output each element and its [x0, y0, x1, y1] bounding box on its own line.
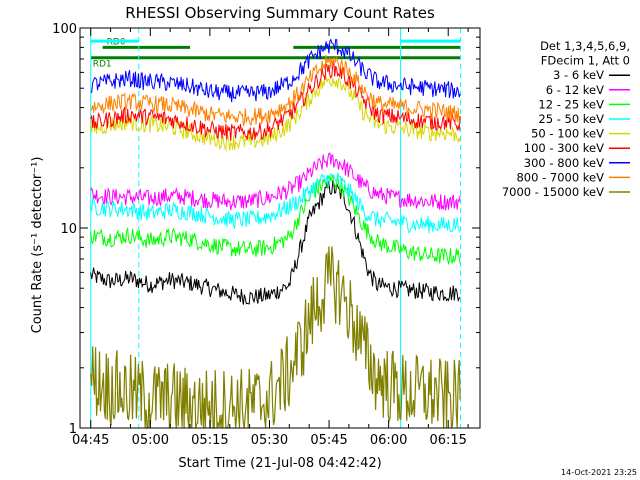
series-line-6 — [90, 38, 461, 103]
legend-entry-label: 3 - 6 keV — [553, 68, 604, 82]
footer-timestamp: 14-Oct-2021 23:25 — [561, 468, 637, 477]
legend-entry-label: 12 - 25 keV — [538, 97, 604, 111]
series-line-4 — [90, 73, 461, 152]
series-group — [90, 38, 461, 430]
y-tick-label: 10 — [60, 222, 77, 237]
legend-header-line: FDecim 1, Att 0 — [541, 54, 630, 68]
x-tick-label: 05:45 — [310, 433, 347, 448]
x-axis-label: Start Time (21-Jul-08 04:42:42) — [178, 456, 381, 471]
x-tick-label: 05:00 — [132, 433, 169, 448]
x-tick-label: 05:30 — [251, 433, 288, 448]
legend-entry-label: 25 - 50 keV — [538, 112, 604, 126]
series-line-1 — [90, 152, 461, 211]
series-line-2 — [90, 174, 461, 266]
chart-title: RHESSI Observing Summary Count Rates — [125, 4, 435, 22]
series-line-7 — [90, 55, 461, 127]
legend-entry-label: 100 - 300 keV — [524, 141, 604, 155]
legend-header-line: Det 1,3,4,5,6,9, — [540, 39, 630, 53]
legend-entry-label: 50 - 100 keV — [531, 127, 604, 141]
legend-entry-label: 800 - 7000 keV — [516, 170, 604, 184]
legend-entry-label: 300 - 800 keV — [524, 156, 604, 170]
x-tick-label: 04:45 — [72, 433, 109, 448]
y-axis-ticks: 1 10 100 — [52, 22, 480, 437]
legend-entry-label: 6 - 12 keV — [546, 83, 604, 97]
flag-label-RD1: RD1 — [93, 60, 112, 70]
y-tick-label: 100 — [52, 22, 77, 37]
legend-entry-label: 7000 - 15000 keV — [502, 185, 604, 199]
series-line-5 — [90, 59, 461, 141]
series-line-8 — [90, 246, 461, 430]
x-tick-label: 06:00 — [370, 433, 407, 448]
y-axis-label: Count Rate (s⁻¹ detector⁻¹) — [30, 157, 45, 334]
series-line-3 — [90, 172, 461, 234]
x-tick-label: 06:15 — [429, 433, 466, 448]
event-lines — [90, 28, 462, 428]
series-line-0 — [90, 179, 461, 305]
legend: Det 1,3,4,5,6,9,FDecim 1, Att 03 - 6 keV… — [502, 39, 630, 199]
y-tick-label: 1 — [69, 422, 77, 437]
x-axis-ticks: 04:45 05:00 05:15 05:30 05:45 06:00 06:15 — [72, 28, 469, 448]
x-tick-label: 05:15 — [191, 433, 228, 448]
